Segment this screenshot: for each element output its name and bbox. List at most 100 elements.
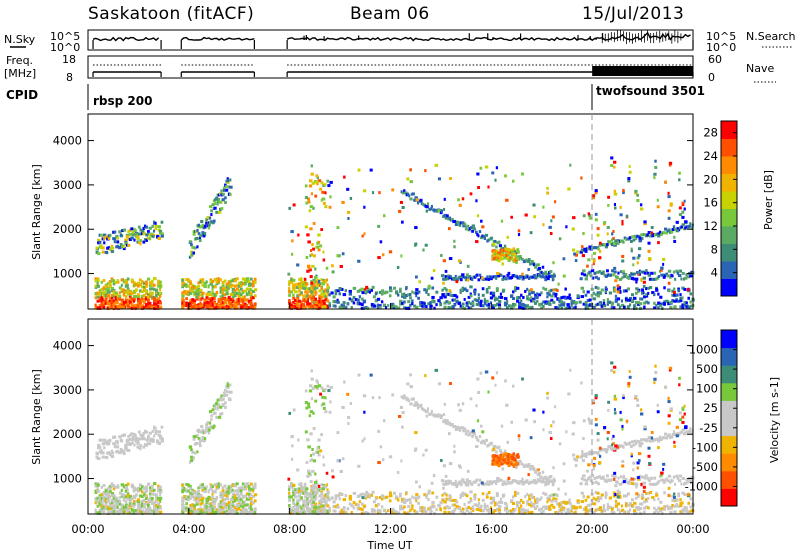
velocity-cell <box>140 504 144 508</box>
power-cell <box>613 160 617 164</box>
power-cell <box>189 286 193 290</box>
velocity-cell <box>243 510 247 514</box>
velocity-cell <box>624 504 628 508</box>
velocity-cell <box>364 511 367 515</box>
power-cell <box>658 269 662 273</box>
power-cell <box>211 302 215 306</box>
power-cell <box>413 198 417 202</box>
power-cell <box>496 274 499 278</box>
power-cell <box>131 233 136 237</box>
power-cell <box>197 281 200 285</box>
velocity-cell <box>493 444 497 448</box>
power-cell <box>322 294 326 298</box>
power-cell <box>554 200 557 204</box>
power-cell <box>528 298 531 302</box>
power-cell <box>144 285 148 289</box>
power-cell <box>429 207 432 211</box>
velocity-cell <box>229 502 233 506</box>
power-cell <box>572 216 576 220</box>
velocity-cell <box>104 489 109 493</box>
power-cell <box>157 283 161 287</box>
power-cell <box>146 298 150 302</box>
power-cell <box>500 257 504 261</box>
power-cell <box>237 284 241 288</box>
power-cell <box>662 275 666 279</box>
velocity-cell <box>463 502 466 506</box>
velocity-cell <box>225 503 229 507</box>
velocity-cell <box>655 508 658 512</box>
velocity-cell <box>452 425 455 429</box>
power-cell <box>336 300 340 304</box>
power-cell <box>554 294 558 298</box>
power-cell <box>519 254 522 258</box>
velocity-cell <box>157 484 160 488</box>
velocity-cell <box>298 494 301 498</box>
freq-segment-edge <box>180 72 255 77</box>
power-cell <box>667 228 671 232</box>
power-cell <box>292 278 296 282</box>
power-cell <box>677 274 682 278</box>
velocity-cell <box>461 510 465 514</box>
velocity-cell <box>439 416 443 420</box>
velocity-cell <box>534 500 537 504</box>
power-cell <box>225 184 228 188</box>
velocity-cell <box>657 497 660 501</box>
power-cell <box>671 293 674 297</box>
power-cell <box>439 303 443 307</box>
power-cell <box>423 288 427 292</box>
velocity-cell <box>606 507 609 511</box>
velocity-cell <box>468 480 472 484</box>
power-cell <box>474 230 478 234</box>
power-cell <box>673 293 676 297</box>
power-cell <box>138 278 142 282</box>
velocity-cell <box>366 511 370 515</box>
power-cell <box>322 301 326 305</box>
power-cell <box>113 237 117 241</box>
power-cell <box>462 275 465 279</box>
velocity-cell <box>485 492 489 496</box>
velocity-cell <box>546 506 549 510</box>
power-cell <box>190 243 193 247</box>
power-cell <box>551 278 554 282</box>
velocity-cell <box>661 511 664 515</box>
power-cell <box>614 287 617 291</box>
velocity-cell <box>596 499 601 503</box>
velocity-cell <box>114 485 118 489</box>
power-cell <box>136 297 141 301</box>
power-cell <box>348 297 352 301</box>
power-cell <box>584 306 588 310</box>
power-cell <box>574 259 578 263</box>
velocity-cell <box>219 495 223 499</box>
power-cell <box>638 239 642 243</box>
velocity-cell <box>485 438 489 442</box>
velocity-cell <box>108 489 112 493</box>
power-cell <box>677 287 680 291</box>
power-cell <box>509 304 513 308</box>
velocity-cell <box>116 485 120 489</box>
power-cell <box>98 233 101 237</box>
power-cell <box>616 275 619 279</box>
velocity-cell <box>520 508 524 512</box>
velocity-cell <box>403 497 406 501</box>
velocity-cell <box>558 508 561 512</box>
velocity-cell <box>292 501 296 505</box>
velocity-cell <box>223 493 226 497</box>
power-cell <box>312 278 316 282</box>
power-cell <box>409 293 412 297</box>
power-cell <box>358 288 362 292</box>
velocity-cell <box>146 441 150 445</box>
power-cell <box>492 253 496 257</box>
power-cell <box>468 275 472 279</box>
velocity-cell <box>195 502 199 506</box>
power-cell <box>483 297 486 301</box>
velocity-cell <box>110 449 114 453</box>
velocity-cell <box>100 504 103 508</box>
velocity-cell <box>405 498 409 502</box>
power-cell <box>507 248 511 252</box>
power-cell <box>671 228 675 232</box>
power-cell <box>322 250 325 254</box>
velocity-cell <box>296 506 300 510</box>
power-cell <box>619 205 622 209</box>
power-cell <box>596 286 600 290</box>
power-cell <box>491 275 494 279</box>
